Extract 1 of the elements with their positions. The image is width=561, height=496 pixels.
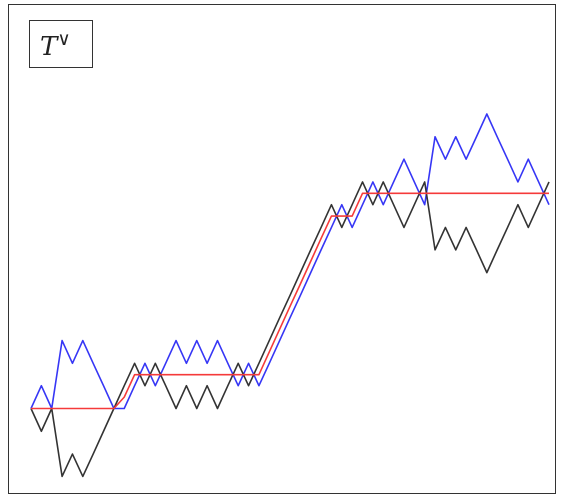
chart-title: T$^{∨}$ (40, 28, 71, 62)
